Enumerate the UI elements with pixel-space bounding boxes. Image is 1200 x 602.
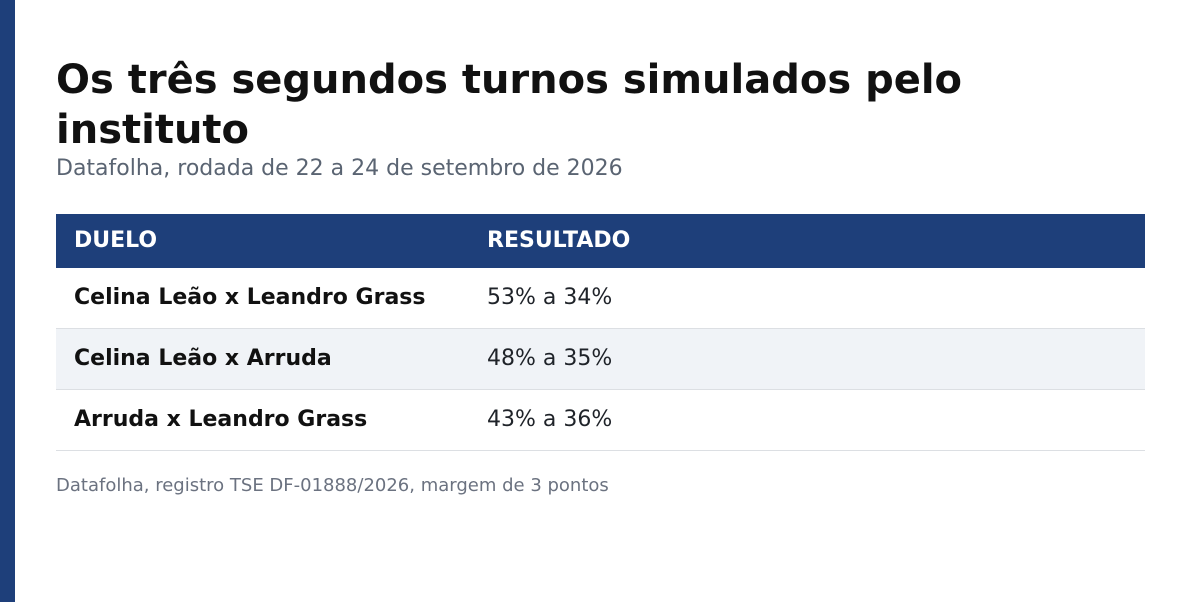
table-head: DUELO RESULTADO bbox=[56, 214, 1145, 268]
header-cell: RESULTADO bbox=[469, 214, 1145, 268]
table-row: Arruda x Leandro Grass 43% a 36% bbox=[56, 389, 1145, 451]
result-cell: 53% a 34% bbox=[469, 268, 1145, 329]
accent-bar bbox=[0, 0, 15, 602]
duel-cell: Celina Leão x Arruda bbox=[56, 328, 469, 390]
result-cell: 43% a 36% bbox=[469, 389, 1145, 451]
title: Os três segundos turnos simulados pelo i… bbox=[56, 57, 963, 153]
content: Os três segundos turnos simulados pelo i… bbox=[56, 55, 1145, 499]
header-cell: DUELO bbox=[56, 214, 469, 268]
subtitle: Datafolha, rodada de 22 a 24 de setembro… bbox=[56, 156, 623, 181]
result-cell: 48% a 35% bbox=[469, 328, 1145, 390]
table-row: Celina Leão x Arruda 48% a 35% bbox=[56, 328, 1145, 390]
table-row: Celina Leão x Leandro Grass 53% a 34% bbox=[56, 268, 1145, 329]
duel-cell: Celina Leão x Leandro Grass bbox=[56, 268, 469, 329]
footer-note: Datafolha, registro TSE DF-01888/2026, m… bbox=[56, 475, 609, 496]
duel-cell: Arruda x Leandro Grass bbox=[56, 389, 469, 451]
header-row: DUELO RESULTADO bbox=[56, 214, 1145, 268]
table-body: Celina Leão x Leandro Grass 53% a 34% Ce… bbox=[56, 268, 1145, 451]
results-table: DUELO RESULTADO Celina Leão x Leandro Gr… bbox=[56, 214, 1145, 451]
